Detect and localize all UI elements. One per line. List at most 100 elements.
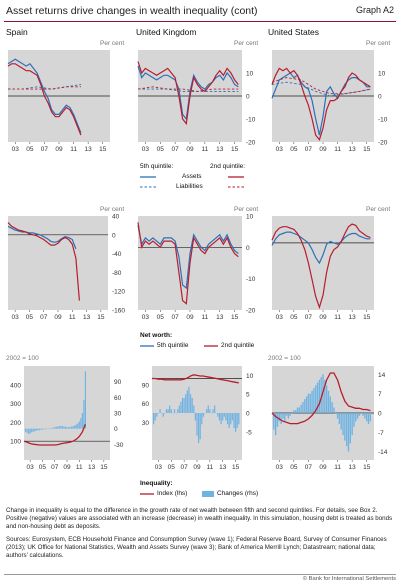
changes-bar [309,393,311,413]
x-tick-label: 09 [319,146,327,153]
x-tick-label: 13 [219,464,227,471]
changes-bar [35,428,37,431]
changes-bar [236,413,238,429]
changes-bar [156,413,158,417]
unit-label-us-r3: 2002 = 100 [268,355,301,362]
series-line-q5-networth [7,225,77,250]
y-tick-label: 0 [114,426,118,433]
changes-bar [80,418,82,429]
series-line-q5-liabilities [271,81,371,97]
changes-bar [284,413,286,422]
changes-bar [41,428,44,430]
changes-bar [316,382,319,413]
y-tick-label: -40 [112,251,122,258]
changes-bar [55,426,57,429]
changes-bar [57,426,59,429]
x-tick-label: 09 [54,314,62,321]
changes-bar [318,379,321,413]
changes-bar [66,427,68,429]
x-tick-label: 03 [27,464,35,471]
index-line [152,374,239,384]
changes-bar [40,428,42,430]
series-line-q5-assets [137,65,239,121]
changes-bar [287,413,290,419]
x-tick-label: 15 [231,314,239,321]
changes-bar [38,428,40,431]
y-tick-label: 10 [378,71,386,78]
footnote: Change in inequality is equal to the dif… [6,507,393,530]
changes-bar [273,413,275,430]
column-title-us: United States [268,27,320,37]
y-tick-label: -7 [378,430,384,437]
unit-label-uk-r1: Per cent [234,40,259,47]
changes-bar [336,413,339,419]
y-tick-label: -160 [112,308,125,315]
x-tick-label: 05 [290,464,298,471]
lhs-tick-label: 60 [142,401,150,408]
changes-bar [159,409,161,413]
legend-inequality: Index (lhs) Changes (rhs) [140,490,266,502]
y-tick-label: -20 [246,308,256,315]
changes-bar [37,428,39,431]
graph-label: Graph A2 [355,5,394,15]
x-tick-label: 15 [363,464,371,471]
changes-bar [24,428,27,432]
series-line-q2-assets [7,63,82,136]
changes-bar [331,401,333,413]
changes-bar [296,407,299,413]
x-tick-label: 05 [157,314,165,321]
changes-bar [199,413,201,440]
series-line-q5-networth [271,231,371,265]
changes-bar [218,413,221,421]
x-tick-label: 09 [319,314,327,321]
y-tick-label: 10 [246,214,254,221]
y-tick-label: -10 [246,276,256,283]
series-line-q2-networth [137,222,239,305]
changes-bar [342,413,344,436]
unit-label-es-r2: Per cent [100,206,125,213]
graph-title: Asset returns drive changes in wealth in… [6,5,258,17]
unit-label-es-r1: Per cent [100,40,125,47]
changes-bar [58,426,60,429]
legend-q5-networth-label: 5th quintile [157,342,189,349]
changes-bar [71,426,73,429]
series-line-q2-networth [271,223,371,310]
changes-bar [167,409,169,413]
y-tick-label: -10 [378,117,388,124]
series-line-q5-assets [271,72,371,136]
chart-us-networth: 03 05 07 09 11 13 15 [271,216,374,321]
changes-bar [64,426,67,429]
legend-networth-title: Net worth: [140,332,173,339]
x-tick-label: 09 [193,464,201,471]
changes-bar [226,413,229,425]
changes-bar [300,404,302,413]
series-line-q2-networth [7,222,80,301]
changes-bar [355,413,357,422]
x-tick-label: 03 [276,314,284,321]
x-tick-label: 05 [157,146,165,153]
changes-bar [29,428,31,434]
changes-bar [302,401,304,413]
y-tick-label: 5 [246,392,250,399]
changes-bar [324,379,326,413]
changes-bar [84,371,87,429]
x-tick-label: 03 [276,146,284,153]
x-tick-label: 11 [201,146,208,153]
unit-label-uk-r2: Per cent [234,206,259,213]
x-tick-label: 07 [305,146,313,153]
x-tick-label: 09 [63,464,71,471]
y-tick-label: -80 [112,270,122,277]
x-tick-label: 07 [305,314,313,321]
series-line-q2-liabilities [8,86,81,90]
changes-bar [294,410,297,413]
series-line-q5-liabilities [138,88,239,92]
changes-bar [54,427,56,429]
changes-bar [191,397,193,413]
lhs-tick-label: 30 [142,420,150,427]
changes-bar [329,396,331,413]
x-tick-label: 07 [51,464,59,471]
changes-bar [367,413,370,425]
changes-bar [298,407,301,413]
legend-index-label: Index (lhs) [157,490,188,497]
graph-header: Asset returns drive changes in wealth in… [4,2,396,22]
